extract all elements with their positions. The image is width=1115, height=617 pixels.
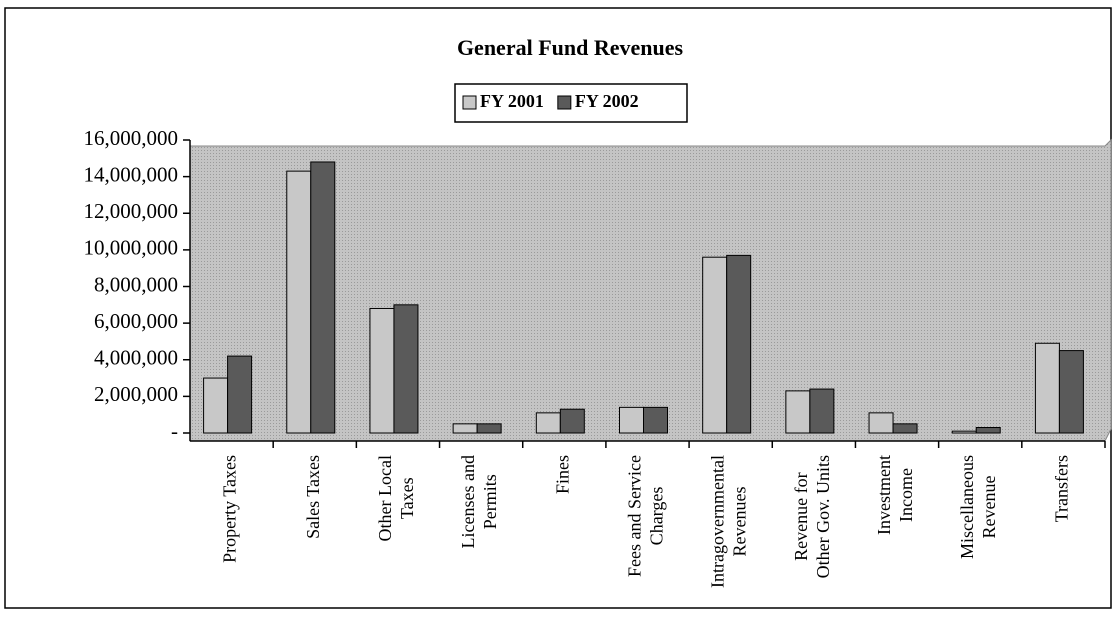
legend-label: FY 2001 (480, 91, 544, 111)
x-tick-label: Other Local Taxes (375, 455, 417, 541)
x-tick-label: Investment Income (874, 455, 916, 535)
bar (559, 408, 585, 434)
bar (726, 254, 752, 434)
y-tick-label: 4,000,000 (94, 346, 178, 370)
x-tick-label: Transfers (1052, 455, 1072, 522)
legend-swatch (557, 95, 572, 110)
bar (476, 423, 502, 434)
bar (619, 406, 644, 434)
x-tick-label: Intragovernmental Revenues (708, 455, 750, 588)
bar (868, 412, 894, 434)
bar (809, 388, 835, 434)
y-tick-label: 14,000,000 (84, 162, 179, 186)
x-tick-label: Licenses and Permits (458, 455, 500, 548)
y-tick-label: 10,000,000 (84, 236, 179, 260)
legend-swatch (462, 95, 477, 110)
bar (892, 423, 918, 434)
bar (1034, 342, 1060, 434)
bar (975, 427, 1001, 434)
bar (452, 423, 478, 434)
y-tick-label: - (171, 419, 178, 443)
bar (702, 256, 728, 434)
x-tick-label: Sales Taxes (303, 455, 323, 539)
bar (643, 406, 668, 434)
bar (393, 304, 419, 434)
x-tick-label: Fees and Service Charges (625, 455, 667, 577)
bar (1058, 350, 1084, 434)
bar (535, 412, 561, 434)
bar (203, 377, 229, 434)
x-tick-label: Fines (552, 455, 572, 494)
y-tick-label: 12,000,000 (84, 199, 179, 223)
y-tick-label: 8,000,000 (94, 272, 178, 296)
y-tick-label: 6,000,000 (94, 309, 178, 333)
bar (951, 430, 977, 434)
x-tick-label: Revenue for Other Gov. Units (791, 455, 833, 578)
x-tick-label: Miscellaneous Revenue (957, 455, 999, 559)
bar (286, 170, 312, 434)
bar (227, 355, 253, 434)
x-tick-label: Property Taxes (220, 455, 240, 563)
y-tick-label: 2,000,000 (94, 382, 178, 406)
bar (785, 390, 811, 434)
legend-label: FY 2002 (575, 91, 639, 111)
bar (369, 307, 395, 434)
chart-title: General Fund Revenues (457, 35, 684, 60)
y-tick-label: 16,000,000 (84, 126, 179, 150)
bar (310, 161, 336, 434)
